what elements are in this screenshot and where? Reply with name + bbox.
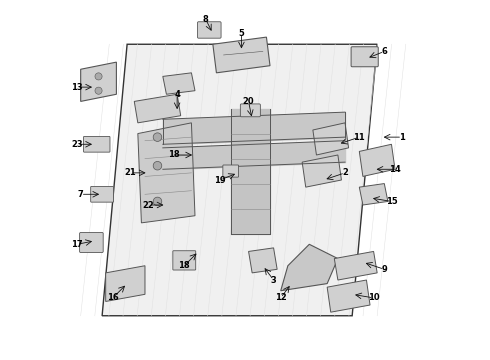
Text: 7: 7 — [78, 190, 84, 199]
Circle shape — [153, 161, 162, 170]
Text: 20: 20 — [243, 97, 254, 106]
Text: 1: 1 — [399, 132, 405, 141]
Circle shape — [153, 133, 162, 141]
Circle shape — [95, 87, 102, 94]
Polygon shape — [313, 123, 348, 155]
Polygon shape — [281, 244, 338, 291]
Text: 12: 12 — [275, 293, 287, 302]
Polygon shape — [248, 248, 277, 273]
Polygon shape — [81, 62, 117, 102]
FancyBboxPatch shape — [91, 186, 114, 202]
Text: 4: 4 — [174, 90, 180, 99]
Polygon shape — [359, 144, 395, 176]
Text: 23: 23 — [71, 140, 83, 149]
Polygon shape — [134, 94, 181, 123]
FancyBboxPatch shape — [83, 136, 110, 152]
Text: 18: 18 — [168, 150, 179, 159]
Circle shape — [153, 197, 162, 206]
Polygon shape — [302, 155, 342, 187]
Text: 21: 21 — [125, 168, 137, 177]
Polygon shape — [213, 37, 270, 73]
Text: 17: 17 — [71, 240, 83, 249]
Polygon shape — [138, 123, 195, 223]
Text: 22: 22 — [143, 201, 154, 210]
Text: 14: 14 — [389, 165, 401, 174]
Text: 10: 10 — [368, 293, 379, 302]
Text: 8: 8 — [203, 15, 209, 24]
Text: 3: 3 — [270, 275, 276, 284]
Polygon shape — [334, 251, 377, 280]
FancyBboxPatch shape — [197, 22, 221, 38]
Text: 19: 19 — [214, 176, 226, 185]
Polygon shape — [106, 266, 145, 301]
Text: 2: 2 — [342, 168, 348, 177]
Text: 9: 9 — [381, 265, 387, 274]
Polygon shape — [102, 44, 377, 316]
FancyBboxPatch shape — [223, 165, 239, 177]
Polygon shape — [327, 280, 370, 312]
FancyBboxPatch shape — [173, 251, 196, 270]
FancyBboxPatch shape — [241, 104, 260, 117]
Text: 5: 5 — [239, 29, 245, 38]
Text: 18: 18 — [178, 261, 190, 270]
Text: 15: 15 — [386, 197, 397, 206]
Text: 6: 6 — [381, 47, 387, 56]
Text: 13: 13 — [71, 83, 83, 92]
Text: 16: 16 — [107, 293, 119, 302]
FancyBboxPatch shape — [79, 233, 103, 252]
Polygon shape — [359, 184, 388, 205]
FancyBboxPatch shape — [351, 47, 378, 67]
Polygon shape — [163, 73, 195, 94]
Circle shape — [95, 73, 102, 80]
Text: 11: 11 — [353, 132, 365, 141]
